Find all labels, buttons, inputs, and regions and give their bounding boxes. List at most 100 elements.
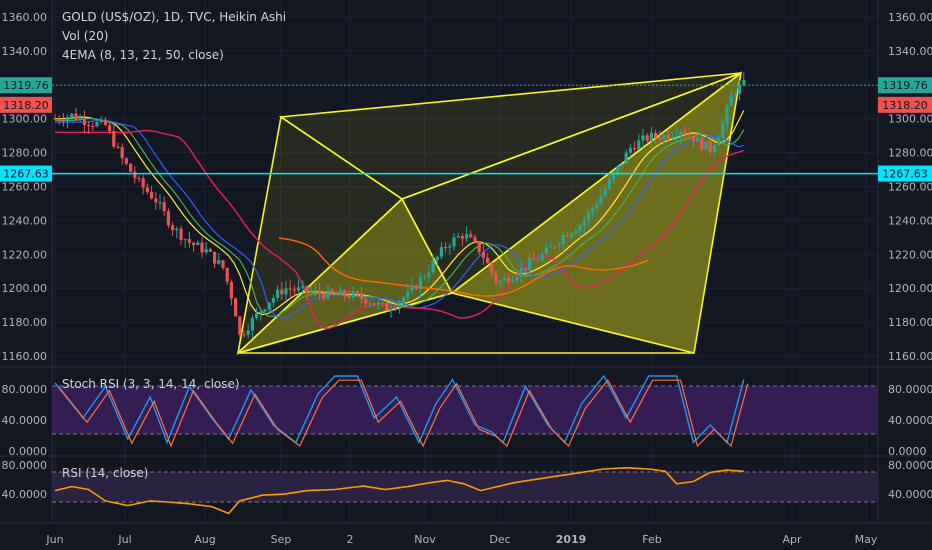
time-label: 2 <box>347 533 354 546</box>
stoch-tick-label-left: 80.0000 <box>2 383 48 396</box>
candle-body <box>633 148 637 150</box>
rsi-band <box>52 472 878 502</box>
candle-body <box>628 148 632 153</box>
candle-body <box>477 241 481 253</box>
candle-body <box>687 133 691 136</box>
price-tick-label-right: 1180.00 <box>888 316 932 329</box>
candle-body <box>108 125 112 132</box>
candle-body <box>637 140 641 150</box>
chart-legend: GOLD (US$/OZ), 1D, TVC, Heikin Ashi Vol … <box>62 8 286 65</box>
candle-body <box>691 135 695 142</box>
candle-body <box>654 132 658 138</box>
candle-body <box>372 303 376 305</box>
rsi-tick-label-right: 80.0000 <box>888 459 932 472</box>
candle-body <box>297 287 301 291</box>
price-label-right-box <box>878 165 932 182</box>
candle-body <box>397 301 401 308</box>
candle-body <box>179 228 183 240</box>
candle-body <box>129 163 133 172</box>
price-tick-label-left: 1200.00 <box>2 282 48 295</box>
price-label-left-box <box>0 165 52 182</box>
price-tick-label-left: 1160.00 <box>2 350 48 363</box>
candle-body <box>175 228 179 231</box>
rsi-line <box>54 466 744 515</box>
candle-body <box>301 285 305 288</box>
candle-body <box>61 120 65 122</box>
pattern-cde <box>450 71 743 354</box>
price-tick-label-left: 1240.00 <box>2 214 48 227</box>
price-tick-label-right: 1340.00 <box>888 45 932 58</box>
pattern-xc-line <box>237 292 453 354</box>
candle-body <box>343 290 347 297</box>
candle-body <box>717 138 721 146</box>
candle-body <box>498 280 502 283</box>
candle-body <box>339 290 343 295</box>
candle-body <box>486 257 490 264</box>
candle-body <box>330 289 334 294</box>
rsi-tick-label-left: 40.0000 <box>2 488 48 501</box>
candle-body <box>595 204 599 209</box>
price-tick-label-left: 1220.00 <box>2 248 48 261</box>
price-tick-label-right: 1300.00 <box>888 113 932 126</box>
candle-body <box>116 146 120 148</box>
candle-body <box>444 247 448 249</box>
candle-body <box>549 246 553 248</box>
candle-body <box>418 277 422 290</box>
volume-title: Vol (20) <box>62 29 109 43</box>
price-tick-label-left: 1360.00 <box>2 11 48 24</box>
candle-body <box>162 202 166 212</box>
candle-body <box>507 277 511 283</box>
candle-body <box>540 253 544 260</box>
candle-body <box>154 198 158 203</box>
candle-body <box>78 118 82 120</box>
candle-body <box>481 252 485 258</box>
ema-title: 4EMA (8, 13, 21, 50, close) <box>62 48 224 62</box>
time-label: Jul <box>117 533 131 546</box>
candle-body <box>200 242 204 253</box>
candle-body <box>360 293 364 299</box>
candle-body <box>171 225 175 231</box>
candle-body <box>570 233 574 237</box>
candle-body <box>292 289 296 291</box>
candle-body <box>696 137 700 142</box>
candle-body <box>721 123 725 139</box>
candle-body <box>612 172 616 180</box>
candle-body <box>725 105 729 124</box>
candle-body <box>246 330 250 335</box>
candle-body <box>591 208 595 213</box>
candle-body <box>196 242 200 245</box>
price-tick-label-right: 1200.00 <box>888 282 932 295</box>
candle-body <box>124 158 128 164</box>
price-tick-label-left: 1300.00 <box>2 113 48 126</box>
candle-body <box>271 297 275 303</box>
candle-body <box>66 117 70 122</box>
candle-body <box>74 113 78 120</box>
candle-body <box>658 137 662 140</box>
candle-body <box>439 247 443 257</box>
candle-body <box>675 136 679 138</box>
candle-body <box>276 289 280 298</box>
candle-body <box>712 145 716 152</box>
candle-body <box>738 84 742 94</box>
candle-body <box>192 242 196 245</box>
time-label: 2019 <box>556 533 587 546</box>
candle-body <box>208 249 212 252</box>
candle-body <box>523 267 527 271</box>
candle-body <box>368 303 372 305</box>
harmonic-pattern[interactable] <box>236 71 743 356</box>
price-label-right: 1267.63 <box>882 168 928 181</box>
candle-body <box>393 307 397 309</box>
candle-body <box>70 113 74 118</box>
candle-body <box>561 235 565 245</box>
candle-body <box>284 288 288 295</box>
candle-body <box>288 288 292 290</box>
candle-body <box>120 146 124 159</box>
candle-body <box>376 302 380 305</box>
rsi-tick-label-right: 40.0000 <box>888 488 932 501</box>
candle-body <box>515 276 519 281</box>
candle-body <box>456 236 460 238</box>
candle-body <box>234 298 238 317</box>
candle-body <box>145 187 149 193</box>
price-lines[interactable] <box>0 84 932 175</box>
